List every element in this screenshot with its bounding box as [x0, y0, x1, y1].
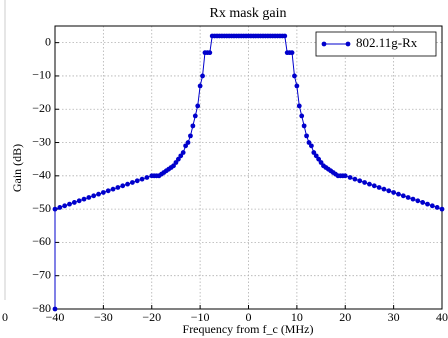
data-point — [357, 178, 363, 184]
data-point — [362, 180, 367, 185]
legend: 802.11g-Rx — [315, 31, 437, 57]
data-point — [190, 123, 196, 129]
data-point — [86, 195, 92, 200]
data-point — [76, 198, 82, 204]
data-point — [396, 191, 401, 197]
data-point — [105, 188, 111, 194]
data-point — [304, 133, 309, 139]
legend-label: 802.11g-Rx — [356, 35, 418, 50]
data-point — [308, 143, 314, 149]
data-point — [386, 188, 392, 194]
data-point — [376, 185, 382, 190]
data-point — [207, 50, 213, 56]
y-tick-label: −30 — [32, 134, 51, 148]
data-point — [420, 200, 426, 205]
data-point — [391, 190, 397, 195]
data-point — [115, 185, 121, 190]
data-point — [371, 183, 377, 189]
data-point — [188, 133, 193, 139]
x-tick-label: 40 — [436, 310, 448, 324]
data-point — [425, 201, 430, 207]
data-point — [434, 205, 440, 210]
data-point — [139, 176, 145, 182]
y-axis-label: Gain (dB) — [10, 144, 24, 192]
x-tick-label: −40 — [46, 310, 65, 324]
chart-title: Rx mask gain — [210, 6, 287, 21]
y-tick-label: −60 — [32, 234, 51, 248]
data-point — [289, 50, 295, 56]
data-point — [316, 156, 322, 162]
y-tick-label: −80 — [32, 301, 51, 315]
data-point — [100, 190, 106, 195]
data-point — [52, 306, 58, 312]
data-point — [185, 140, 191, 145]
data-point — [110, 186, 116, 192]
x-tick-label: 20 — [339, 310, 351, 324]
data-point — [367, 181, 372, 187]
data-point — [296, 103, 302, 109]
data-point — [292, 73, 297, 79]
data-point — [144, 175, 150, 180]
edge-label: 0 — [2, 310, 8, 324]
x-tick-label: 30 — [388, 310, 400, 324]
data-point — [175, 156, 181, 162]
data-point — [171, 163, 176, 169]
legend-marker — [321, 41, 327, 47]
data-point — [313, 153, 319, 159]
data-point — [381, 186, 387, 192]
data-point — [439, 206, 445, 212]
data-point — [67, 201, 72, 207]
data-point — [400, 193, 406, 199]
data-point — [410, 196, 416, 202]
data-point — [81, 196, 87, 202]
data-point — [192, 113, 198, 119]
data-point — [173, 160, 179, 165]
data-point — [405, 195, 411, 200]
y-tick-label: −20 — [32, 101, 51, 115]
data-point — [178, 153, 184, 159]
legend-marker — [345, 41, 351, 47]
data-point — [183, 143, 189, 149]
x-tick-label: −20 — [142, 310, 161, 324]
plot-frame — [54, 25, 443, 310]
y-tick-label: −40 — [32, 168, 51, 182]
data-point — [342, 173, 348, 179]
data-point — [96, 191, 101, 197]
data-point — [429, 203, 435, 209]
data-point — [91, 193, 97, 199]
x-tick-label: 10 — [291, 310, 303, 324]
data-point — [62, 203, 68, 209]
data-point — [120, 183, 126, 189]
x-axis-label: Frequency from f_c (MHz) — [183, 322, 314, 336]
data-point — [311, 150, 317, 155]
data-point — [318, 160, 324, 165]
data-point — [282, 33, 288, 39]
data-point — [195, 103, 201, 109]
x-tick-label: −10 — [191, 310, 210, 324]
data-point — [415, 198, 421, 204]
y-tick-label: 0 — [45, 34, 51, 48]
data-point — [52, 206, 58, 212]
y-tick-label: −50 — [32, 201, 51, 215]
data-point — [125, 181, 130, 187]
y-tick-label: −10 — [32, 68, 51, 82]
data-point — [306, 140, 312, 145]
data-point — [347, 175, 353, 180]
data-point — [352, 176, 358, 182]
data-point — [71, 200, 77, 205]
data-point — [180, 150, 186, 155]
data-point — [301, 123, 307, 129]
y-tick-label: −70 — [32, 267, 51, 281]
data-point — [130, 180, 135, 185]
x-tick-label: 0 — [246, 310, 252, 324]
data-point — [200, 73, 205, 79]
x-tick-label: −30 — [94, 310, 113, 324]
data-point — [294, 83, 300, 89]
data-point — [299, 113, 305, 119]
data-point — [197, 83, 203, 89]
data-point — [57, 205, 63, 210]
data-point — [134, 178, 140, 184]
